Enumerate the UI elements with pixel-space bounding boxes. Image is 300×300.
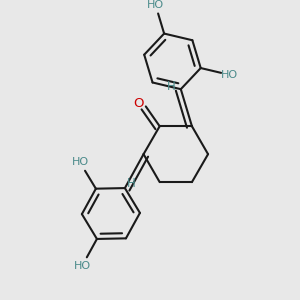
Text: H: H bbox=[167, 80, 176, 93]
Text: HO: HO bbox=[74, 261, 91, 271]
Text: HO: HO bbox=[71, 158, 88, 167]
Text: HO: HO bbox=[221, 70, 239, 80]
Text: HO: HO bbox=[147, 0, 164, 10]
Text: H: H bbox=[127, 177, 136, 190]
Text: O: O bbox=[134, 97, 144, 110]
